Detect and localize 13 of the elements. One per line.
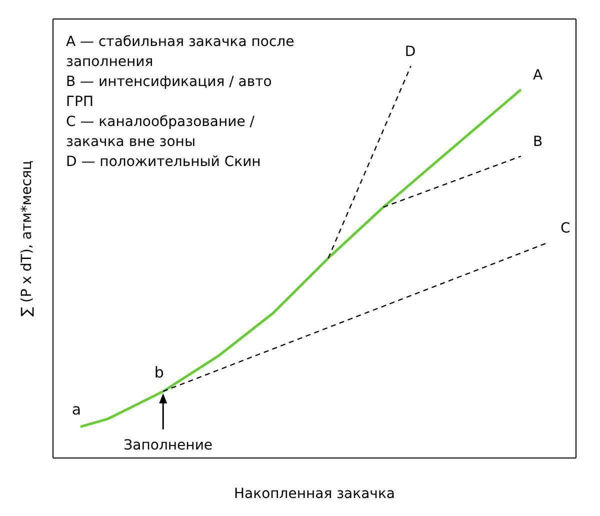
series-label: C	[560, 220, 570, 236]
series-label: B	[532, 134, 543, 150]
series-label: A	[532, 68, 543, 84]
y-axis-title: ∑ (P x dT), атм*месяц	[18, 160, 35, 316]
annotation: b	[154, 363, 164, 382]
annotation: A — стабильная закачка после заполнения	[66, 33, 296, 72]
annotation: a	[72, 400, 82, 419]
annotation: B — интенсификация / авто ГРП	[66, 73, 273, 112]
annotation: Заполнение	[124, 437, 213, 454]
annotation: D — положительный Скин	[66, 153, 262, 172]
annotation: C — каналообразование / закачка вне зоны	[66, 113, 256, 152]
series-label: D	[404, 44, 416, 60]
x-axis-title: Накопленная закачка	[234, 486, 395, 502]
